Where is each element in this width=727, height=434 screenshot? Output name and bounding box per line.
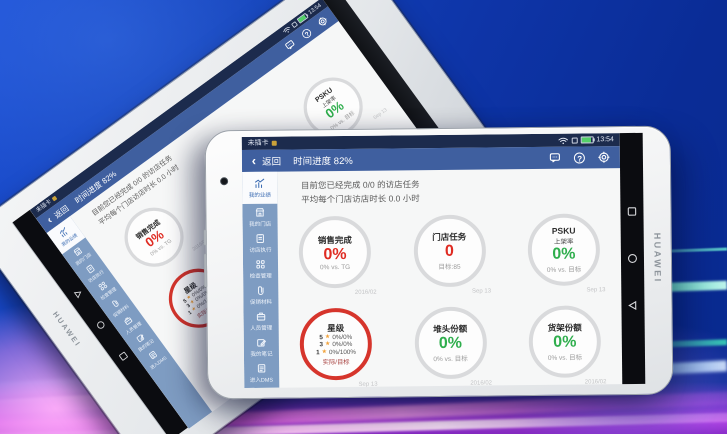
network-icon [571, 137, 578, 144]
metric-date: Sep 13 [586, 287, 606, 294]
briefcase-icon [256, 312, 266, 321]
status-bar: 未插卡 13:54 [29, 0, 328, 219]
help-icon[interactable]: ? [574, 151, 586, 164]
note-icon [256, 338, 266, 347]
app-header: ‹ 返回 时间进度 82% ? [36, 6, 339, 234]
status-bar: 未插卡 13:54 [241, 133, 621, 151]
sidebar-item-visit-execution[interactable]: 访店执行 [75, 255, 111, 289]
home-icon[interactable] [94, 319, 107, 332]
metric-date: 2016/02 [354, 289, 377, 296]
chat-icon[interactable] [283, 38, 297, 52]
power-button [203, 229, 207, 246]
sidebar-item-performance[interactable]: 我的业绩 [46, 216, 86, 255]
chart-icon [59, 226, 68, 237]
wifi-icon [558, 137, 568, 144]
sidebar-item-materials[interactable]: 促销材料 [243, 282, 278, 308]
metric-sales-completion[interactable]: 销售完成 0% 0% vs. TG 2016/02 [277, 210, 392, 303]
network-icon [291, 20, 299, 28]
paperclip-icon [257, 285, 264, 295]
metric-date: Sep 13 [358, 381, 378, 388]
metric-date: 2016/02 [584, 379, 607, 386]
gear-icon[interactable] [316, 15, 330, 29]
sidebar-item-inspection[interactable]: 检查管理 [87, 272, 123, 306]
sidebar-item-performance[interactable]: 我的业绩 [241, 171, 278, 205]
front-tablet-bezel [203, 137, 244, 388]
brand-logo: HUAWEI [51, 309, 83, 349]
star-icon: ★ [324, 341, 331, 348]
back-icon[interactable] [628, 300, 639, 311]
wifi-icon [283, 26, 290, 32]
summary-line-2: 平均每个门店访店时长 0.0 小时 [301, 193, 420, 205]
time-progress-label: 时间进度 82% [293, 155, 353, 168]
clock-label: 13:54 [596, 136, 614, 144]
sidebar-item-inspection[interactable]: 检查管理 [243, 256, 278, 282]
sidebar-item-stores[interactable]: 我的门店 [62, 237, 98, 271]
back-chevron-icon[interactable]: ‹ [251, 152, 257, 168]
no-sim-label: 未插卡 [247, 139, 269, 147]
sidebar-item-notes[interactable]: 我的笔记 [244, 334, 279, 360]
back-button[interactable]: 返回 [262, 156, 282, 168]
store-icon [73, 247, 82, 256]
back-icon[interactable] [71, 287, 84, 300]
recents-icon[interactable] [117, 350, 130, 363]
sidebar-item-personnel[interactable]: 人员管理 [243, 308, 278, 334]
sim-icon [271, 140, 277, 146]
brand-logo: HUAWEI [652, 232, 663, 284]
sidebar-item-visit-execution[interactable]: 访店执行 [242, 230, 277, 256]
metric-psku[interactable]: PSKU 上架率 0% 0% vs. 目标 Sep 13 [506, 208, 621, 301]
front-tablet-bezel: HUAWEI [643, 133, 673, 384]
store-icon [255, 207, 264, 217]
chart-icon [254, 178, 265, 188]
metric-date: 2016/02 [470, 380, 493, 387]
home-icon[interactable] [627, 253, 638, 264]
grid-icon [256, 259, 265, 269]
grid-icon [98, 281, 108, 291]
android-navbar [619, 132, 646, 385]
sidebar: 我的业绩 我的门店 访店执行 检查管理 [241, 171, 280, 389]
metric-date: Sep 13 [471, 288, 492, 295]
document-icon [257, 363, 266, 373]
app-header: ‹ 返回 时间进度 82% ? [241, 146, 621, 173]
dashboard: 目前您已经完成 0/0 的访店任务 平均每个门店访店时长 0.0 小时 销售完成… [277, 168, 623, 388]
sidebar-item-enter-dms[interactable]: 进入DMS [244, 360, 279, 386]
front-tablet: 未插卡 13:54 ‹ 返回 时间进度 82% ? [203, 125, 674, 400]
volume-button [203, 253, 208, 288]
camera-icon [220, 177, 229, 186]
help-icon[interactable]: ? [300, 26, 313, 40]
gear-icon[interactable] [598, 151, 610, 163]
chat-icon[interactable] [549, 152, 561, 164]
app-screen: 未插卡 13:54 ‹ 返回 时间进度 82% ? [241, 133, 623, 389]
battery-icon [580, 136, 594, 144]
clipboard-icon [256, 233, 264, 243]
star-icon: ★ [321, 348, 327, 356]
metric-star-rating[interactable]: 星级 5★0%/0% 3★0%/0% 1★0%/100% 实际/目标 Sep 1… [278, 302, 393, 388]
recents-icon[interactable] [627, 206, 638, 217]
clipboard-icon [86, 264, 95, 273]
sim-icon [51, 195, 58, 202]
sidebar-item-stores[interactable]: 我的门店 [242, 204, 277, 230]
